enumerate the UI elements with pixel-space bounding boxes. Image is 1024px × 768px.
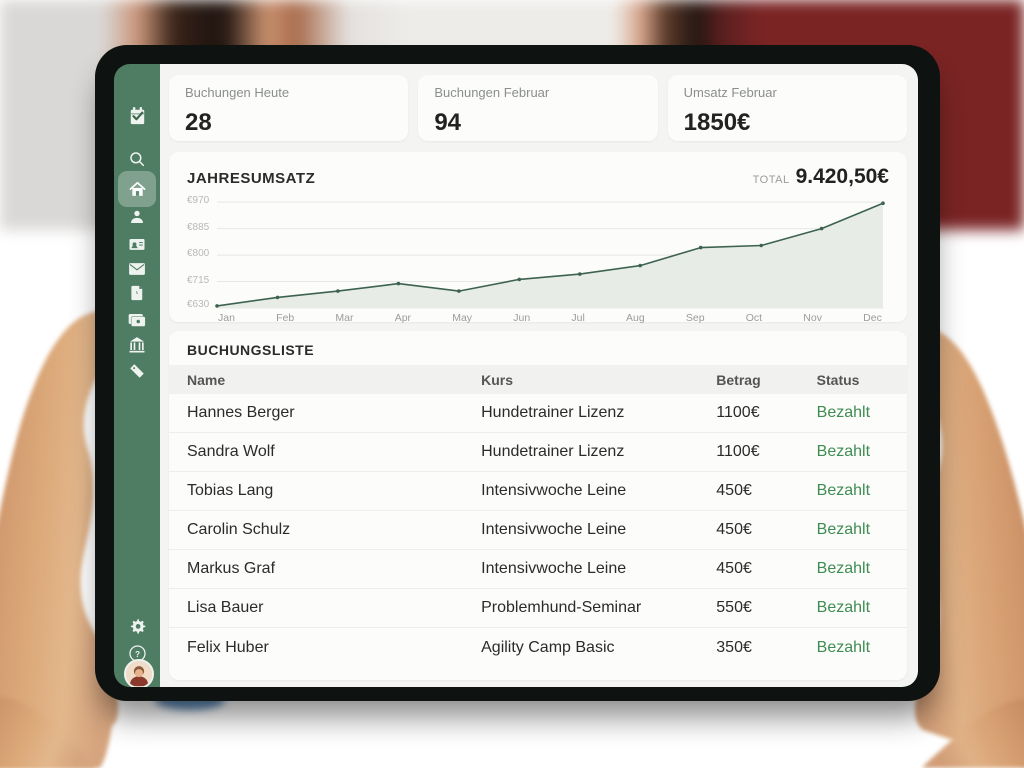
svg-text:?: ? [134, 649, 139, 659]
